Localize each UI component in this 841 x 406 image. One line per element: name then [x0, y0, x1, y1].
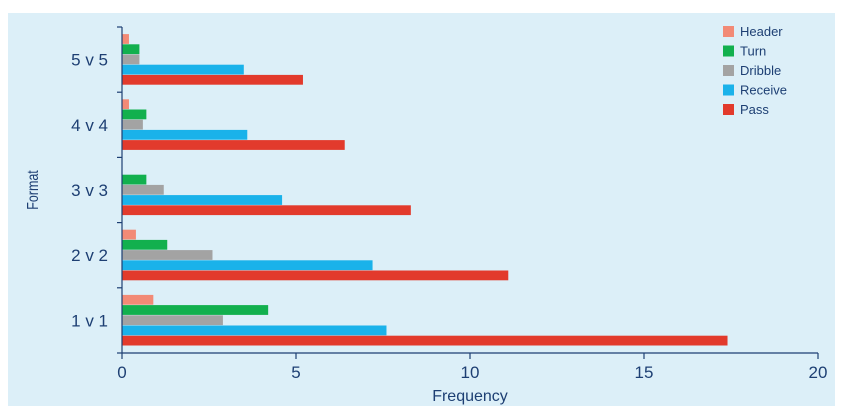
y-tick-label-4-v-4: 4 v 4 — [71, 116, 108, 135]
legend-swatch-receive — [723, 85, 734, 96]
x-tick-label-20: 20 — [809, 363, 828, 382]
bar-dribble-2-v-2 — [122, 250, 212, 260]
bar-pass-5-v-5 — [122, 75, 303, 85]
bar-dribble-3-v-3 — [122, 185, 164, 195]
bar-dribble-1-v-1 — [122, 315, 223, 325]
y-tick-label-5-v-5: 5 v 5 — [71, 51, 108, 70]
bar-turn-3-v-3 — [122, 175, 146, 185]
legend-label-receive: Receive — [740, 83, 787, 98]
bar-pass-4-v-4 — [122, 140, 345, 150]
bar-receive-4-v-4 — [122, 130, 247, 140]
bar-dribble-5-v-5 — [122, 55, 139, 65]
legend-swatch-pass — [723, 104, 734, 115]
bar-dribble-4-v-4 — [122, 120, 143, 130]
bar-turn-1-v-1 — [122, 305, 268, 315]
x-tick-label-0: 0 — [117, 363, 126, 382]
y-axis-title: Format — [25, 170, 43, 209]
bars-layer — [122, 34, 728, 345]
bar-header-4-v-4 — [122, 99, 129, 109]
y-tick-label-1-v-1: 1 v 1 — [71, 311, 108, 330]
chart-area: 1 v 1 2 v 2 3 v 3 4 v 4 5 v 5 0 5 10 15 20 Freque… — [8, 13, 835, 406]
bar-receive-1-v-1 — [122, 326, 386, 336]
legend-swatch-dribble — [723, 65, 734, 76]
bar-header-5-v-5 — [122, 34, 129, 44]
bar-receive-3-v-3 — [122, 195, 282, 205]
legend-swatch-header — [723, 26, 734, 37]
bar-turn-5-v-5 — [122, 44, 139, 54]
x-axis-title: Frequency — [432, 388, 508, 405]
bar-pass-1-v-1 — [122, 336, 728, 346]
legend-label-dribble: Dribble — [740, 63, 781, 78]
bar-receive-2-v-2 — [122, 260, 373, 270]
legend-label-turn: Turn — [740, 44, 766, 59]
bar-pass-2-v-2 — [122, 271, 508, 281]
x-tick-label-10: 10 — [461, 363, 480, 382]
legend-label-pass: Pass — [740, 102, 769, 117]
bar-pass-3-v-3 — [122, 205, 411, 215]
x-tick-label-5: 5 — [291, 363, 300, 382]
bar-receive-5-v-5 — [122, 65, 244, 75]
x-tick-label-15: 15 — [635, 363, 654, 382]
legend-label-header: Header — [740, 24, 783, 39]
y-tick-label-2-v-2: 2 v 2 — [71, 246, 108, 265]
bar-turn-4-v-4 — [122, 110, 146, 120]
bar-chart: 1 v 1 2 v 2 3 v 3 4 v 4 5 v 5 0 5 10 15 20 Freque… — [8, 13, 835, 406]
y-tick-label-3-v-3: 3 v 3 — [71, 181, 108, 200]
bar-header-1-v-1 — [122, 295, 153, 305]
legend: Header Turn Dribble Receive Pass — [723, 24, 787, 117]
bar-turn-2-v-2 — [122, 240, 167, 250]
bar-header-2-v-2 — [122, 230, 136, 240]
legend-swatch-turn — [723, 46, 734, 57]
